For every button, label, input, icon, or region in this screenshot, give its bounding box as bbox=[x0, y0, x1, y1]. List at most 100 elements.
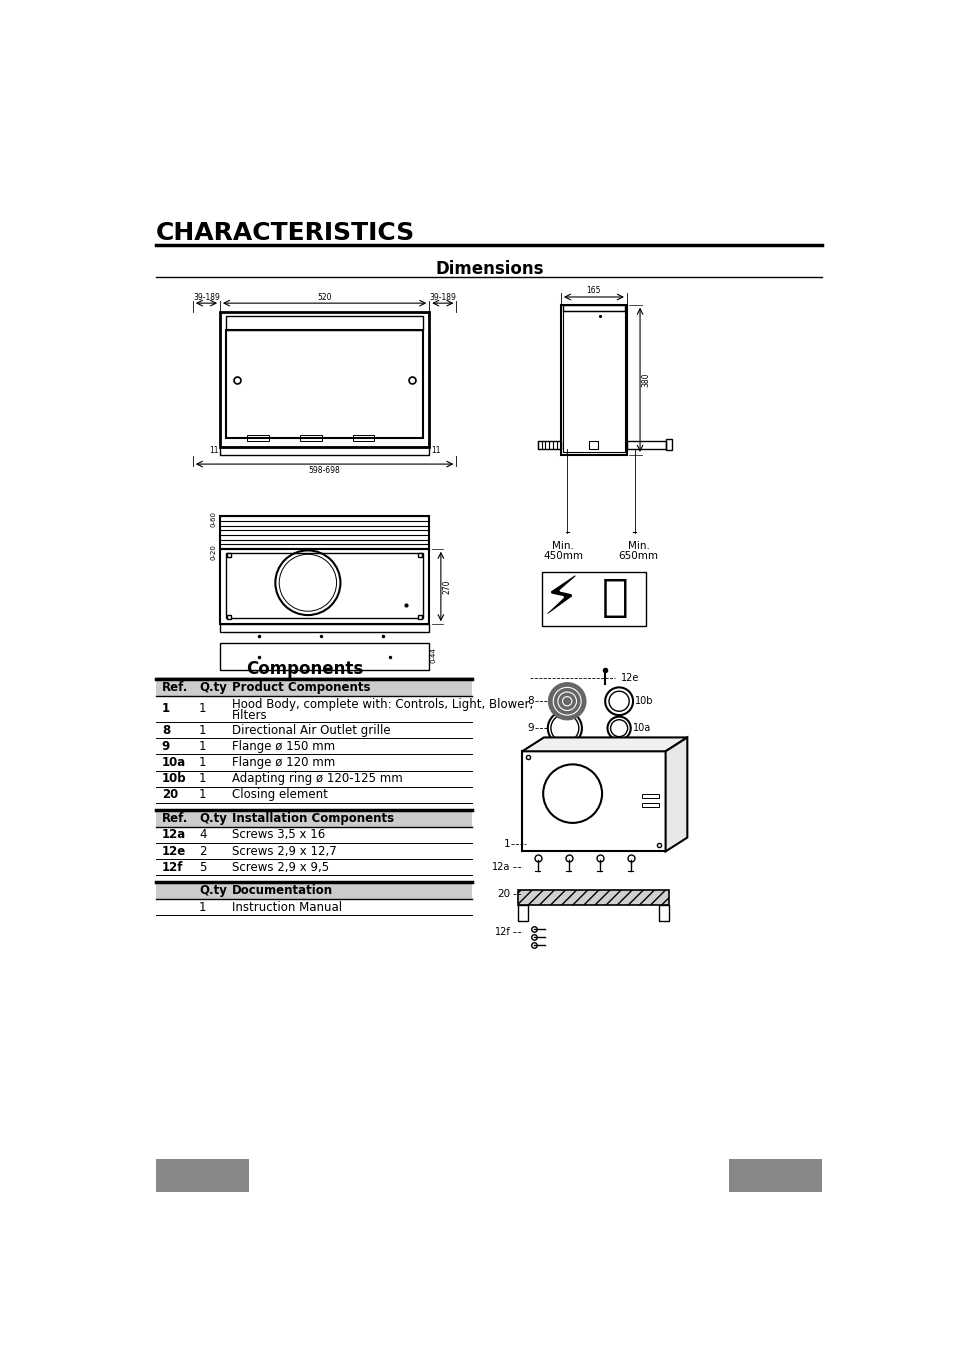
Bar bbox=[220, 448, 429, 454]
Text: 650mm: 650mm bbox=[618, 552, 658, 561]
Bar bbox=[537, 441, 560, 449]
Text: 11: 11 bbox=[209, 446, 218, 456]
Text: Min.: Min. bbox=[552, 541, 574, 552]
Bar bbox=[521, 752, 665, 852]
Text: Installation Components: Installation Components bbox=[232, 811, 394, 825]
Circle shape bbox=[542, 764, 601, 823]
Text: 450mm: 450mm bbox=[543, 552, 582, 561]
Text: 380: 380 bbox=[641, 373, 650, 387]
Text: Adapting ring ø 120-125 mm: Adapting ring ø 120-125 mm bbox=[232, 772, 402, 786]
Bar bbox=[541, 572, 645, 626]
Text: Hood Body, complete with: Controls, Light, Blower,: Hood Body, complete with: Controls, Ligh… bbox=[232, 698, 533, 711]
Text: 39-189: 39-189 bbox=[193, 292, 220, 301]
Text: 1: 1 bbox=[162, 703, 170, 715]
Text: Components: Components bbox=[247, 660, 363, 677]
Bar bbox=[220, 312, 429, 448]
Text: 0-20: 0-20 bbox=[210, 544, 216, 560]
Text: 9: 9 bbox=[162, 740, 170, 753]
Bar bbox=[562, 304, 624, 311]
Text: 10a: 10a bbox=[633, 723, 651, 733]
Text: 0-60: 0-60 bbox=[210, 511, 216, 527]
Text: Filters: Filters bbox=[232, 710, 267, 722]
Text: 0-44: 0-44 bbox=[431, 648, 436, 662]
Text: 20: 20 bbox=[162, 788, 178, 802]
Bar bbox=[155, 883, 472, 899]
Bar bbox=[562, 311, 624, 452]
Text: Directional Air Outlet grille: Directional Air Outlet grille bbox=[232, 723, 390, 737]
Text: 2: 2 bbox=[199, 845, 207, 857]
Text: 1: 1 bbox=[199, 723, 207, 737]
Bar bbox=[299, 435, 321, 441]
Bar bbox=[226, 316, 422, 330]
Text: Flange ø 120 mm: Flange ø 120 mm bbox=[232, 756, 335, 769]
Text: 12e: 12e bbox=[162, 845, 186, 857]
Text: Screws 2,9 x 12,7: Screws 2,9 x 12,7 bbox=[232, 845, 336, 857]
Text: 1: 1 bbox=[199, 772, 207, 786]
Text: 🔥: 🔥 bbox=[601, 576, 628, 619]
Text: 1: 1 bbox=[503, 838, 510, 849]
Text: Instruction Manual: Instruction Manual bbox=[232, 900, 341, 914]
Text: 12f: 12f bbox=[162, 861, 183, 873]
Text: 10a: 10a bbox=[162, 756, 186, 769]
Bar bbox=[353, 435, 374, 441]
Bar bbox=[665, 439, 671, 450]
Text: Documentation: Documentation bbox=[232, 884, 333, 898]
Bar bbox=[155, 679, 472, 696]
Text: 4: 4 bbox=[199, 829, 207, 841]
Bar bbox=[641, 794, 659, 798]
Bar bbox=[220, 644, 429, 671]
Text: 1: 1 bbox=[199, 788, 207, 802]
Text: 1: 1 bbox=[199, 900, 207, 914]
Polygon shape bbox=[548, 683, 585, 719]
Text: Q.ty: Q.ty bbox=[199, 811, 227, 825]
Polygon shape bbox=[665, 737, 686, 852]
Text: Screws 2,9 x 9,5: Screws 2,9 x 9,5 bbox=[232, 861, 329, 873]
Bar bbox=[517, 890, 669, 906]
Text: 520: 520 bbox=[317, 292, 332, 301]
Text: 1: 1 bbox=[199, 740, 207, 753]
Text: ⚡: ⚡ bbox=[542, 573, 578, 625]
Text: Min.: Min. bbox=[627, 541, 649, 552]
Text: Dimensions: Dimensions bbox=[435, 260, 543, 277]
Bar bbox=[588, 441, 598, 449]
Text: Ref.: Ref. bbox=[162, 811, 188, 825]
Bar bbox=[155, 810, 472, 827]
Text: 39-189: 39-189 bbox=[429, 292, 456, 301]
Bar bbox=[226, 330, 422, 438]
Text: 598-698: 598-698 bbox=[309, 466, 340, 476]
Bar bbox=[247, 435, 269, 441]
Bar bbox=[659, 906, 668, 921]
Text: 12f: 12f bbox=[495, 927, 510, 937]
Text: 270: 270 bbox=[442, 579, 451, 594]
Text: Q.ty: Q.ty bbox=[199, 884, 227, 898]
Bar bbox=[517, 906, 527, 921]
Text: Product Components: Product Components bbox=[232, 681, 370, 694]
Bar bbox=[626, 441, 665, 449]
Bar bbox=[155, 1160, 249, 1191]
Text: 1: 1 bbox=[199, 756, 207, 769]
Text: CHARACTERISTICS: CHARACTERISTICS bbox=[155, 222, 415, 245]
Bar bbox=[220, 549, 429, 625]
Bar bbox=[728, 1160, 821, 1191]
Text: 1: 1 bbox=[199, 703, 207, 715]
Text: 11: 11 bbox=[431, 446, 440, 456]
Text: 10b: 10b bbox=[635, 696, 653, 706]
Bar bbox=[220, 625, 429, 631]
Bar bbox=[641, 803, 659, 807]
Text: Ref.: Ref. bbox=[162, 681, 188, 694]
Text: 12a: 12a bbox=[492, 861, 510, 872]
Text: 8: 8 bbox=[527, 696, 534, 706]
Bar bbox=[560, 304, 626, 454]
Text: 8: 8 bbox=[162, 723, 170, 737]
Text: Closing element: Closing element bbox=[232, 788, 327, 802]
Polygon shape bbox=[521, 737, 686, 752]
Text: Screws 3,5 x 16: Screws 3,5 x 16 bbox=[232, 829, 325, 841]
Text: 12a: 12a bbox=[162, 829, 186, 841]
Text: 20: 20 bbox=[497, 888, 510, 899]
Text: 165: 165 bbox=[586, 287, 600, 296]
Text: 5: 5 bbox=[199, 861, 206, 873]
Bar bbox=[226, 553, 422, 618]
Bar bbox=[220, 516, 429, 549]
Text: Q.ty: Q.ty bbox=[199, 681, 227, 694]
Text: 12e: 12e bbox=[620, 673, 639, 683]
